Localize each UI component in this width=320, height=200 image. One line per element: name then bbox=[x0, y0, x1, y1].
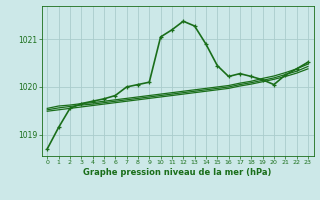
X-axis label: Graphe pression niveau de la mer (hPa): Graphe pression niveau de la mer (hPa) bbox=[84, 168, 272, 177]
